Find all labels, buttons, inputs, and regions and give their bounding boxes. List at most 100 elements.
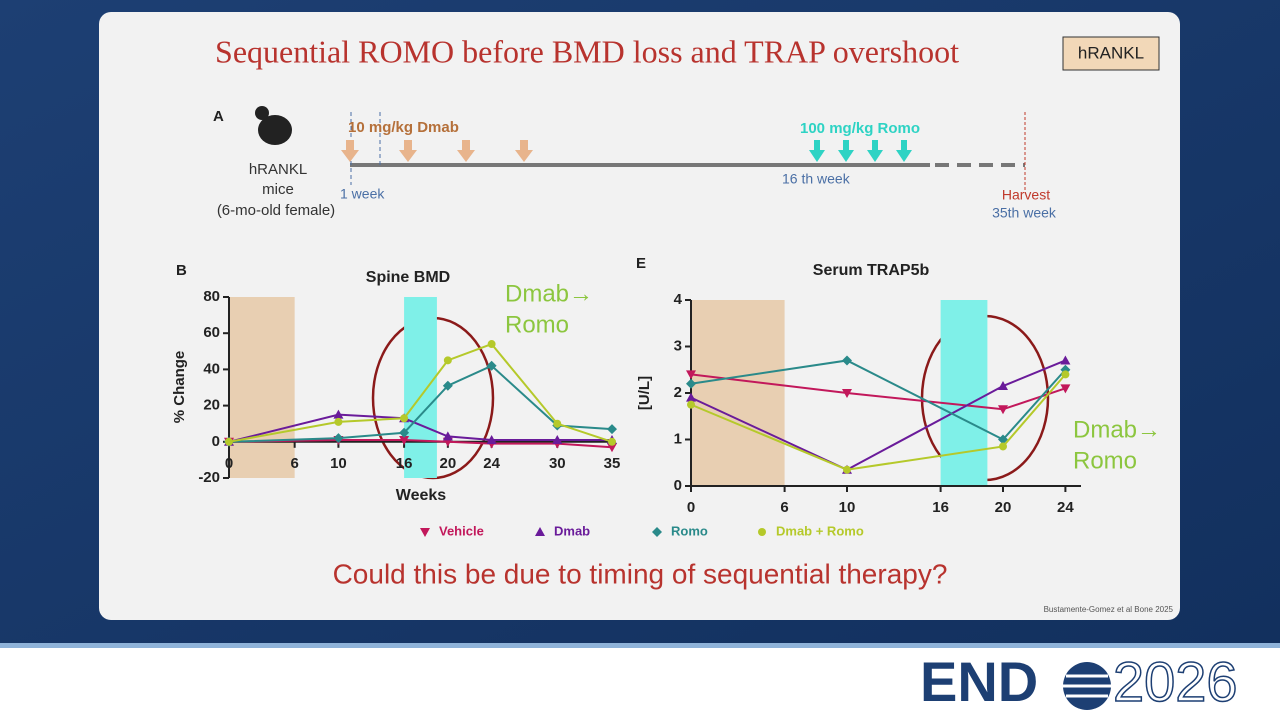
annotation: Dmab→	[1073, 416, 1161, 443]
x-tick-label: 16	[932, 499, 949, 516]
mouse-icon	[258, 115, 292, 145]
y-tick-label: -20	[198, 469, 220, 486]
shaded-region	[404, 297, 437, 478]
harvest-label: Harvest	[1002, 187, 1050, 203]
data-point	[843, 465, 851, 474]
badge-box	[1062, 36, 1160, 71]
y-tick-label: 4	[674, 291, 683, 308]
x-tick-label: 0	[225, 455, 233, 472]
x-tick-label: 0	[687, 499, 695, 516]
data-point	[442, 380, 453, 391]
data-point	[998, 434, 1008, 445]
data-point	[333, 409, 344, 419]
legend-marker	[535, 527, 545, 536]
x-tick-label: 35	[604, 455, 621, 472]
legend-label: Vehicle	[439, 523, 484, 538]
shaded-region	[691, 300, 785, 486]
shaded-region	[229, 297, 295, 478]
x-tick-label: 20	[440, 455, 457, 472]
y-axis-label: % Change	[171, 351, 188, 424]
x-tick-label: 10	[330, 455, 347, 472]
data-point	[443, 356, 452, 365]
data-point	[486, 434, 497, 444]
mid-label: 16 th week	[782, 171, 851, 187]
series-line	[690, 359, 1066, 471]
y-tick-label: 0	[212, 433, 220, 450]
series-line	[690, 373, 1067, 471]
data-point	[687, 400, 695, 409]
x-tick-label: 6	[290, 455, 298, 472]
data-point	[686, 370, 696, 380]
legend-label: Dmab	[554, 523, 590, 538]
mouse-label: hRANKL	[249, 161, 307, 178]
data-point	[1060, 384, 1071, 394]
data-point	[333, 433, 344, 444]
panel-label: B	[176, 262, 187, 279]
x-tick-label: 10	[839, 499, 856, 516]
legend-marker	[652, 527, 662, 537]
y-tick-label: 20	[203, 397, 220, 414]
data-point	[334, 417, 343, 426]
x-tick-label: 24	[483, 455, 500, 472]
slide-title: Sequential ROMO before BMD loss and TRAP…	[215, 33, 959, 69]
data-point	[686, 378, 696, 389]
y-tick-label: 0	[674, 477, 682, 494]
x-tick-label: 16	[396, 455, 413, 472]
footer-line	[0, 643, 1280, 648]
x-tick-label: 6	[780, 499, 788, 516]
mouse-ear	[255, 106, 269, 120]
legend-marker	[420, 528, 430, 537]
dmab-label: 10 mg/kg Dmab	[348, 119, 459, 136]
question: Could this be due to timing of sequentia…	[333, 558, 948, 589]
y-tick-label: 3	[674, 337, 682, 354]
data-point	[842, 355, 852, 366]
data-point	[607, 424, 617, 435]
data-point	[552, 434, 563, 444]
chart-title: Serum TRAP5b	[813, 262, 930, 279]
logo-globe-lines	[1063, 674, 1111, 698]
citation: Bustamente-Gomez et al Bone 2025	[1044, 605, 1174, 614]
panel-label: A	[213, 108, 224, 125]
legend-marker	[758, 528, 766, 536]
romo-label: 100 mg/kg Romo	[800, 120, 920, 137]
x-axis-label: Weeks	[396, 487, 447, 504]
series-line	[690, 359, 1067, 441]
data-point	[998, 405, 1008, 415]
dmab-arrows	[341, 140, 533, 162]
data-point	[400, 414, 409, 423]
data-point	[686, 392, 696, 402]
x-tick-label: 24	[1057, 499, 1074, 516]
data-point	[842, 389, 852, 398]
series-line	[690, 373, 1066, 411]
data-point	[1061, 370, 1070, 379]
data-point	[1060, 355, 1071, 365]
logo: END	[920, 650, 1038, 713]
data-point	[399, 427, 410, 438]
annotation: Romo	[505, 311, 569, 338]
y-tick-label: 2	[674, 384, 682, 401]
data-point	[442, 431, 453, 441]
legend-label: Dmab + Romo	[776, 523, 864, 538]
y-tick-label: 1	[674, 430, 682, 447]
logo-year: 2026	[1113, 650, 1238, 713]
data-point	[225, 437, 233, 446]
data-point	[608, 437, 616, 446]
shaded-region	[940, 300, 988, 486]
data-point	[607, 443, 617, 453]
mouse-label: mice	[262, 181, 294, 198]
data-point	[487, 340, 496, 349]
x-tick-label: 30	[549, 455, 566, 472]
start-label: 1 week	[340, 186, 385, 202]
annotation: Dmab→	[505, 280, 593, 307]
data-point	[553, 419, 562, 428]
y-tick-label: 40	[203, 360, 220, 377]
y-tick-label: 80	[203, 288, 220, 305]
data-point	[399, 435, 410, 445]
chart-title: Spine BMD	[366, 269, 450, 286]
mouse-label: (6-mo-old female)	[217, 202, 335, 219]
y-tick-label: 60	[203, 324, 220, 341]
panel-label: E	[636, 255, 646, 272]
